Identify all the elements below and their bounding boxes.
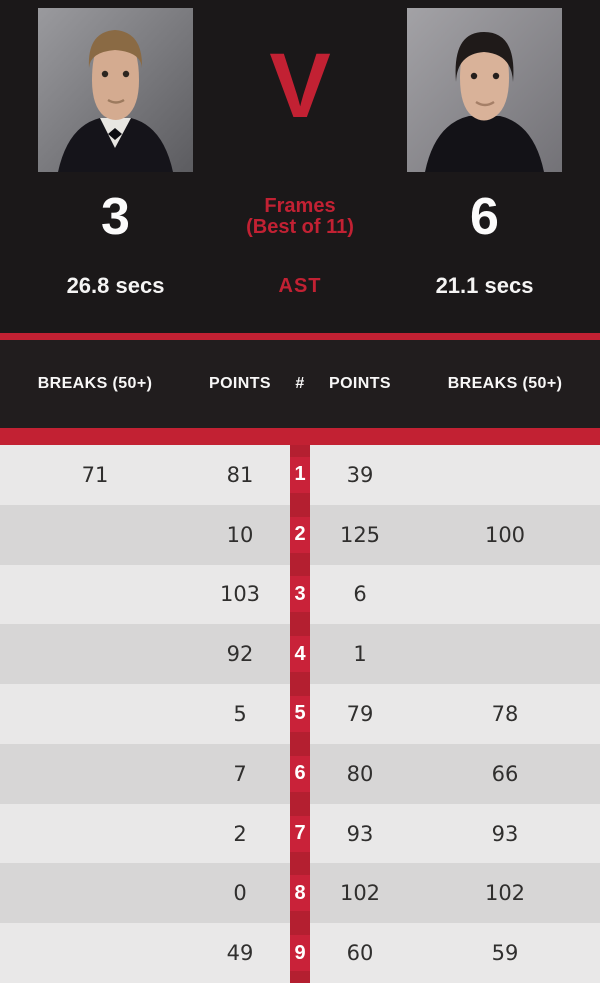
table-row: 49 9 60 59 [0,923,600,983]
header-frame-number: # [295,375,305,392]
frame-number-badge: 5 [290,695,310,732]
right-breaks-cell: 93 [491,821,519,846]
table-row: 2 7 93 93 [0,803,600,864]
right-points-cell: 60 [346,941,374,966]
frame-number-column: 7 [290,803,310,864]
right-breaks-cell [410,565,600,625]
table-row: 103 3 6 [0,564,600,625]
left-breaks-cell: 71 [81,462,109,487]
ast-label: AST [278,274,322,297]
right-frames-score: 6 [470,188,499,246]
right-ast-value: 21.1 secs [435,273,534,298]
header-right-breaks: BREAKS (50+) [447,375,563,392]
left-points-cell: 103 [219,582,261,607]
player-photo-left [38,8,193,172]
frame-number-badge: 6 [290,755,310,792]
table-row: 7 6 80 66 [0,743,600,804]
frame-number-badge: 1 [290,456,310,493]
table-row: 71 81 1 39 [0,445,600,505]
right-breaks-cell: 78 [491,701,519,726]
frame-number-column: 6 [290,743,310,804]
red-divider [0,333,600,340]
frames-table-body: 71 81 1 39 10 2 125 100 103 3 6 92 4 1 5 5 79 78 7 6 80 66 2 7 9… [0,445,600,983]
frames-label-line2: (Best of 11) [246,216,354,238]
right-breaks-cell: 100 [484,522,526,547]
header-left-breaks: BREAKS (50+) [37,375,153,392]
left-breaks-cell [0,863,190,923]
left-breaks-cell [0,804,190,864]
frame-number-column: 3 [290,564,310,625]
left-frames-score: 3 [101,188,130,246]
table-top-border [0,428,600,445]
frames-score-row: 3 Frames (Best of 11) 6 [0,188,600,246]
right-points-cell: 93 [346,821,374,846]
frames-label-line1: Frames [264,195,336,217]
frames-table-header: BREAKS (50+) POINTS # POINTS BREAKS (50+… [0,340,600,428]
left-breaks-cell [0,744,190,804]
left-breaks-cell [0,624,190,684]
right-breaks-cell [410,445,600,505]
right-breaks-cell: 59 [491,941,519,966]
table-row: 0 8 102 102 [0,863,600,924]
table-row: 5 5 79 78 [0,684,600,744]
left-breaks-cell [0,684,190,744]
players-row: V [0,0,600,172]
right-points-cell: 125 [339,522,381,547]
right-points-cell: 79 [346,701,374,726]
match-summary: V 3 [0,0,600,333]
left-breaks-cell [0,505,190,565]
right-points-cell: 1 [353,642,367,667]
frame-number-badge: 4 [290,636,310,673]
left-ast-value: 26.8 secs [66,273,165,298]
left-points-cell: 7 [233,761,247,786]
left-points-cell: 0 [233,881,247,906]
frame-number-column: 4 [290,624,310,685]
header-right-points: POINTS [329,375,391,392]
frame-number-column: 9 [290,923,310,983]
left-points-cell: 10 [226,522,254,547]
ast-row: 26.8 secs AST 21.1 secs [0,272,600,300]
right-breaks-cell: 66 [491,761,519,786]
header-left-points: POINTS [209,375,271,392]
frame-number-column: 1 [290,445,310,505]
left-breaks-cell [0,923,190,983]
left-points-cell: 49 [226,941,254,966]
frame-number-badge: 9 [290,935,310,972]
frame-number-column: 5 [290,684,310,744]
left-points-cell: 92 [226,642,254,667]
right-points-cell: 80 [346,761,374,786]
left-points-cell: 2 [233,821,247,846]
frame-number-badge: 2 [290,516,310,553]
right-points-cell: 6 [353,582,367,607]
frame-number-column: 2 [290,504,310,565]
versus-letter: V [269,35,331,137]
right-breaks-cell [410,624,600,684]
frames-label: Frames (Best of 11) [231,196,369,238]
table-row: 92 4 1 [0,624,600,685]
left-points-cell: 5 [233,701,247,726]
left-points-cell: 81 [226,462,254,487]
frame-number-column: 8 [290,863,310,924]
table-row: 10 2 125 100 [0,504,600,565]
frame-number-badge: 7 [290,815,310,852]
frame-number-badge: 3 [290,576,310,613]
player-photo-right [407,8,562,172]
right-breaks-cell: 102 [484,881,526,906]
left-breaks-cell [0,565,190,625]
right-points-cell: 39 [346,462,374,487]
right-points-cell: 102 [339,881,381,906]
frame-number-badge: 8 [290,875,310,912]
